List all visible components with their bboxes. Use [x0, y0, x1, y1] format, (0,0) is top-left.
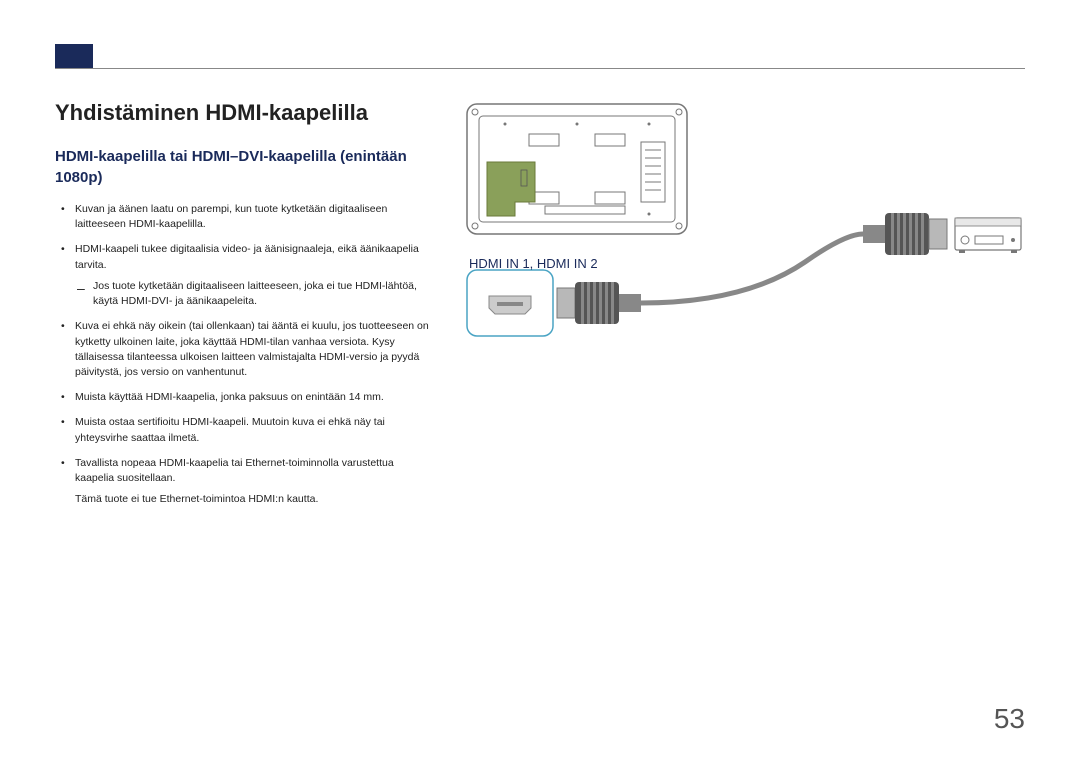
- sub-heading: HDMI-kaapelilla tai HDMI–DVI-kaapelilla …: [55, 146, 435, 188]
- receiver-device-icon: [955, 218, 1021, 253]
- page-number: 53: [994, 703, 1025, 735]
- diagram-svg: [465, 102, 1025, 362]
- connection-diagram: HDMI IN 1, HDMI IN 2: [465, 102, 1025, 367]
- bullet-text: HDMI-kaapeli tukee digitaalisia video- j…: [75, 243, 419, 270]
- tv-back-panel-icon: [467, 104, 687, 234]
- bullet-item: Kuvan ja äänen laatu on parempi, kun tuo…: [75, 202, 435, 232]
- header-rule: [55, 68, 1025, 69]
- main-heading: Yhdistäminen HDMI-kaapelilla: [55, 100, 435, 126]
- diagram-column: HDMI IN 1, HDMI IN 2: [465, 100, 1025, 508]
- hdmi-port-box-icon: [467, 270, 553, 336]
- sub-bullet-list: Jos tuote kytketään digitaaliseen laitte…: [75, 279, 435, 309]
- page-content: Yhdistäminen HDMI-kaapelilla HDMI-kaapel…: [55, 100, 1025, 508]
- text-column: Yhdistäminen HDMI-kaapelilla HDMI-kaapel…: [55, 100, 435, 508]
- bullet-item: HDMI-kaapeli tukee digitaalisia video- j…: [75, 242, 435, 309]
- trailing-note: Tämä tuote ei tue Ethernet-toimintoa HDM…: [55, 492, 435, 507]
- bullet-list: Kuvan ja äänen laatu on parempi, kun tuo…: [55, 202, 435, 486]
- bullet-item: Muista käyttää HDMI-kaapelia, jonka paks…: [75, 390, 435, 405]
- port-label: HDMI IN 1, HDMI IN 2: [469, 256, 598, 271]
- bullet-item: Muista ostaa sertifioitu HDMI-kaapeli. M…: [75, 415, 435, 445]
- sub-bullet-item: Jos tuote kytketään digitaaliseen laitte…: [93, 279, 435, 309]
- header-accent-bar: [55, 44, 93, 68]
- bullet-item: Kuva ei ehkä näy oikein (tai ollenkaan) …: [75, 319, 435, 380]
- hdmi-cable-icon: [557, 213, 947, 324]
- bullet-item: Tavallista nopeaa HDMI-kaapelia tai Ethe…: [75, 456, 435, 486]
